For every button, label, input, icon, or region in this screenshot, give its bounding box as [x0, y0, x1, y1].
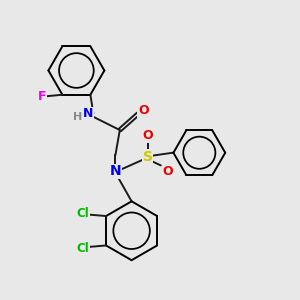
Text: O: O	[163, 165, 173, 178]
Text: N: N	[83, 107, 93, 120]
Text: F: F	[38, 90, 46, 103]
Text: O: O	[142, 129, 153, 142]
Text: S: S	[143, 150, 153, 164]
Text: H: H	[74, 112, 82, 122]
Text: O: O	[138, 104, 149, 117]
Text: Cl: Cl	[76, 242, 89, 255]
Text: Cl: Cl	[76, 207, 89, 220]
Text: N: N	[110, 164, 121, 178]
